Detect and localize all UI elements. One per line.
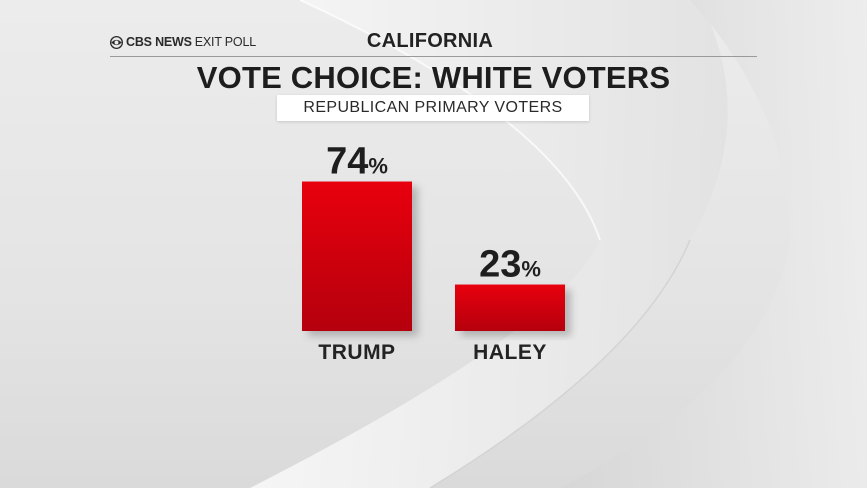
subtitle-badge: REPUBLICAN PRIMARY VOTERS [277, 95, 589, 121]
header-divider [110, 56, 757, 57]
bar-haley [455, 284, 565, 331]
brand-suffix: EXIT POLL [194, 35, 256, 49]
brand-logo: CBS NEWS EXIT POLL [110, 34, 256, 50]
brand-name: CBS NEWS [126, 35, 192, 49]
region-label: CALIFORNIA [366, 30, 494, 52]
chart-subtitle: REPUBLICAN PRIMARY VOTERS [303, 99, 563, 116]
chart-title: VOTE CHOICE: WHITE VOTERS [196, 60, 671, 95]
value-label-trump: 74% [326, 141, 388, 183]
category-label-haley: HALEY [473, 341, 547, 364]
category-label-trump: TRUMP [318, 341, 395, 364]
bar-trump [302, 181, 412, 331]
cbs-eye-icon [110, 35, 123, 49]
value-label-haley: 23% [479, 244, 541, 286]
